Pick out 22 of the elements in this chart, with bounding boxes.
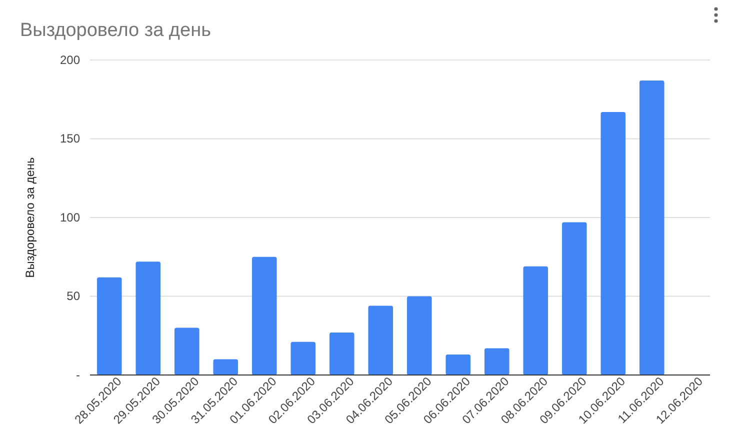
y-axis-title: Выздоровело за день [23, 157, 37, 278]
bar [639, 80, 664, 375]
bar [523, 266, 548, 375]
bar [484, 348, 510, 375]
y-tick-label: 150 [60, 132, 80, 146]
bar [446, 354, 471, 375]
bar [252, 256, 277, 375]
bar [368, 306, 394, 375]
bar [213, 359, 238, 375]
bar [174, 328, 200, 375]
bar [290, 342, 316, 375]
y-tick-label: 50 [66, 289, 80, 304]
y-tick-label: 200 [60, 52, 80, 67]
bar [600, 112, 626, 375]
bar [96, 277, 122, 375]
bar [329, 332, 354, 375]
chart-title: Выздоровело за день [20, 20, 212, 41]
bar [406, 296, 432, 375]
bar [136, 262, 161, 375]
bar [562, 222, 587, 375]
y-tick-label: 100 [60, 210, 80, 224]
y-tick-label: - [76, 368, 80, 382]
